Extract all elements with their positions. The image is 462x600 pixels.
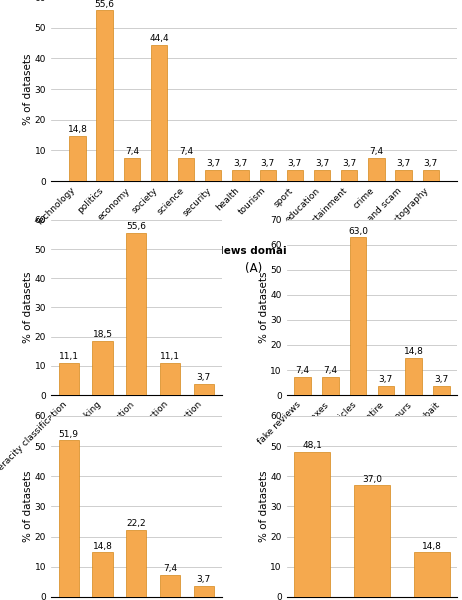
Y-axis label: % of datasets: % of datasets <box>259 272 269 343</box>
Text: 3,7: 3,7 <box>434 375 449 384</box>
Y-axis label: % of datasets: % of datasets <box>259 471 269 542</box>
Bar <box>124 158 140 181</box>
Bar <box>194 586 214 597</box>
Bar <box>151 45 167 181</box>
Text: 11,1: 11,1 <box>160 352 180 361</box>
Text: 3,7: 3,7 <box>197 373 211 382</box>
Text: 3,7: 3,7 <box>315 159 329 168</box>
X-axis label: Application purpose: Application purpose <box>77 480 195 490</box>
Y-axis label: % of datasets: % of datasets <box>23 53 33 125</box>
Y-axis label: % of datasets: % of datasets <box>23 471 33 542</box>
X-axis label: News domain: News domain <box>215 247 293 256</box>
Bar <box>433 386 450 395</box>
Text: 3,7: 3,7 <box>424 159 438 168</box>
Text: 51,9: 51,9 <box>59 430 79 439</box>
Bar <box>287 170 303 181</box>
Text: 44,4: 44,4 <box>149 34 169 43</box>
Text: 3,7: 3,7 <box>396 159 411 168</box>
Bar <box>423 170 439 181</box>
Bar <box>92 553 113 597</box>
Bar <box>354 485 390 597</box>
Text: 14,8: 14,8 <box>422 542 442 551</box>
Text: 11,1: 11,1 <box>59 352 79 361</box>
Text: 55,6: 55,6 <box>95 0 115 8</box>
Text: 14,8: 14,8 <box>404 347 424 356</box>
Bar <box>294 377 311 395</box>
Text: 3,7: 3,7 <box>288 159 302 168</box>
Text: (A): (A) <box>245 262 263 275</box>
Bar <box>341 170 358 181</box>
Bar <box>294 452 330 597</box>
Bar <box>160 362 180 395</box>
Text: 37,0: 37,0 <box>362 475 382 484</box>
Text: 14,8: 14,8 <box>67 125 87 134</box>
Text: 18,5: 18,5 <box>92 330 112 339</box>
Text: 7,4: 7,4 <box>296 366 310 375</box>
Bar <box>194 384 214 395</box>
Bar <box>205 170 221 181</box>
Text: 3,7: 3,7 <box>261 159 275 168</box>
Text: 7,4: 7,4 <box>125 148 139 157</box>
Bar <box>395 170 412 181</box>
Text: (B): (B) <box>128 486 145 499</box>
Text: 55,6: 55,6 <box>126 222 146 231</box>
Bar <box>405 358 422 395</box>
Bar <box>314 170 330 181</box>
Bar <box>414 553 450 597</box>
Bar <box>126 233 146 395</box>
Text: 3,7: 3,7 <box>342 159 356 168</box>
Text: 14,8: 14,8 <box>92 542 112 551</box>
Text: 7,4: 7,4 <box>369 148 383 157</box>
Bar <box>260 170 276 181</box>
Bar <box>69 136 85 181</box>
Bar <box>350 238 366 395</box>
Text: 7,4: 7,4 <box>179 148 193 157</box>
Bar <box>160 575 180 597</box>
Bar <box>368 158 384 181</box>
Bar <box>59 440 79 597</box>
Y-axis label: % of datasets: % of datasets <box>23 272 33 343</box>
Text: 7,4: 7,4 <box>163 564 177 573</box>
Text: (C): (C) <box>363 479 381 492</box>
Bar <box>322 377 339 395</box>
Bar <box>232 170 249 181</box>
Text: 48,1: 48,1 <box>302 441 322 450</box>
Bar <box>97 10 113 181</box>
Text: 7,4: 7,4 <box>323 366 337 375</box>
Text: 3,7: 3,7 <box>379 375 393 384</box>
Bar <box>377 386 394 395</box>
X-axis label: Types of disinformation: Types of disinformation <box>303 468 442 478</box>
Text: 3,7: 3,7 <box>233 159 248 168</box>
Text: 3,7: 3,7 <box>197 575 211 584</box>
Bar <box>92 341 113 395</box>
Bar <box>178 158 195 181</box>
Bar <box>126 530 146 597</box>
Text: 3,7: 3,7 <box>206 159 220 168</box>
Bar <box>59 362 79 395</box>
Text: 22,2: 22,2 <box>127 519 146 528</box>
Text: 63,0: 63,0 <box>348 227 368 236</box>
